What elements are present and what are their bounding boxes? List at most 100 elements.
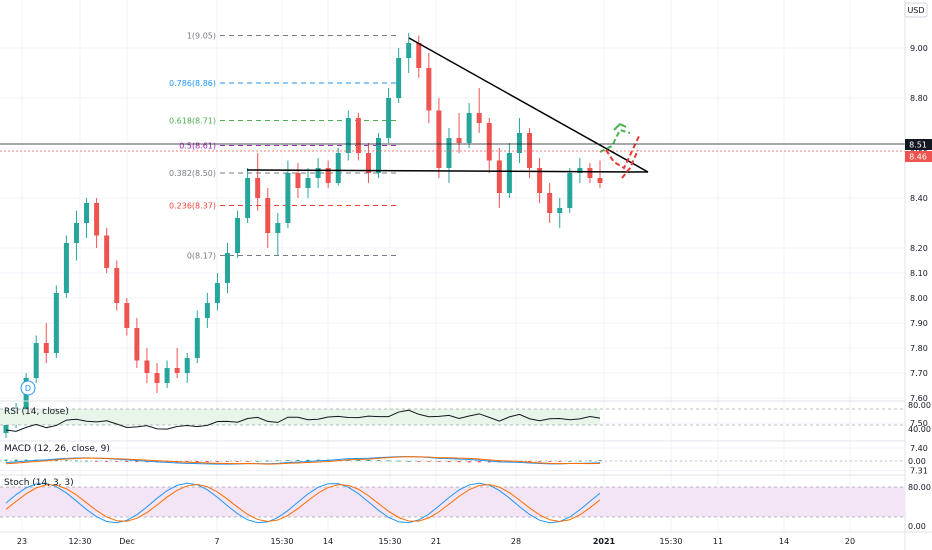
candle-body [335, 153, 341, 183]
time-axis[interactable]: 23 12:30 Dec 7 15:30 14 15:30 21 28 2021 15:30 11 14… [17, 537, 855, 546]
candle-body [104, 235, 110, 268]
macd-tick-0: 0.00 [908, 457, 926, 466]
macd-histogram-bar [125, 461, 129, 462]
macd-histogram-bar [397, 460, 401, 462]
macd-histogram-bar [246, 461, 250, 462]
macd-histogram-bar [477, 461, 481, 463]
time-tick-label: 20 [845, 537, 855, 546]
candle-body [3, 423, 9, 433]
candle-body [527, 133, 533, 168]
macd-histogram-bar [236, 461, 240, 462]
currency-badge[interactable] [904, 2, 928, 18]
macd-histogram-bar [185, 461, 189, 463]
macd-histogram-bar [598, 460, 602, 461]
candle-body [597, 178, 603, 183]
current-price-tag [905, 151, 932, 162]
fib-retracement[interactable]: 1(9.05) 0.786(8.86) 0.618(8.71) 0.5(8.61) 0.… [169, 32, 400, 261]
price-tick-label: 7.50 [910, 419, 928, 428]
macd-histogram-bar [256, 460, 260, 462]
candle-body [184, 358, 190, 373]
macd-histogram-bar [24, 459, 28, 461]
candle-body [33, 343, 39, 378]
candle-body [124, 303, 130, 328]
rsi-pane[interactable]: RSI (14, close) 80.00 40.00 [0, 401, 931, 434]
price-tick-label: 9.00 [910, 44, 928, 53]
candle-body [295, 173, 301, 188]
macd-histogram-bar [548, 461, 552, 462]
time-tick-label: 21 [431, 537, 441, 546]
macd-histogram-bar [366, 459, 370, 461]
candle-body [496, 160, 502, 193]
stoch-k-line [5, 482, 601, 524]
candle-body [315, 168, 321, 178]
price-tick-label: 8.20 [910, 244, 928, 253]
candle-body [265, 198, 271, 233]
fib-level-label: 0.236(8.37) [169, 202, 216, 211]
descending-triangle-drawing[interactable] [246, 37, 649, 173]
price-tick-label: 7.60 [910, 394, 928, 403]
stoch-label: Stoch (14, 3, 3) [4, 478, 74, 488]
candle-body [466, 113, 472, 143]
fib-level-label: 0(8.17) [187, 252, 216, 261]
time-tick-label: 14 [779, 537, 789, 546]
macd-histogram-bar [568, 460, 572, 462]
macd-label: MACD (12, 26, close, 9) [4, 444, 110, 454]
macd-histogram-bar [487, 461, 491, 463]
candle-body [134, 328, 140, 361]
rsi-band [0, 409, 600, 425]
fib-level-label: 1(9.05) [187, 32, 216, 41]
candle-body [84, 203, 90, 223]
dividend-marker-icon[interactable] [20, 380, 36, 396]
candle-body [486, 123, 492, 161]
macd-histogram-bar [74, 460, 78, 462]
stoch-pane[interactable]: Stoch (14, 3, 3) 80.00 0.00 [0, 478, 931, 531]
macd-histogram-bar [558, 461, 562, 462]
macd-histogram-bar [64, 460, 68, 462]
macd-pane[interactable]: MACD (12, 26, close, 9) 0.00 [0, 444, 926, 466]
macd-histogram-bar [377, 460, 381, 461]
candle-body [73, 223, 79, 243]
time-tick-label: 14 [323, 537, 333, 546]
candle-body [144, 360, 150, 373]
candle-body [285, 173, 291, 223]
support-trendline [246, 169, 649, 173]
candle-body [547, 193, 553, 213]
rsi-line [5, 409, 601, 432]
macd-histogram-bar [215, 461, 219, 462]
price-tick-label: 7.31 [910, 467, 928, 476]
macd-histogram-bar [427, 461, 431, 462]
rsi-tick-40: 40.00 [908, 425, 931, 434]
candle-body [214, 283, 220, 303]
candle-body [164, 368, 170, 383]
candle-body [365, 153, 371, 173]
candle-body [476, 113, 482, 123]
candle-body [537, 168, 543, 193]
macd-histogram-bar [95, 461, 99, 462]
macd-histogram-bar [346, 459, 350, 461]
time-tick-label: 12:30 [68, 537, 91, 546]
fib-level-label: 0.5(8.61) [179, 142, 216, 151]
last-price-tag-text: 8.51 [909, 141, 927, 150]
time-tick-label: Dec [119, 537, 134, 546]
macd-histogram-bar [135, 461, 139, 463]
candle-body [325, 168, 331, 183]
candle-body [255, 178, 261, 198]
candle-body [355, 118, 361, 153]
bearish-projection-path-2 [621, 149, 639, 179]
candle-body [516, 133, 522, 153]
candle-body [275, 223, 281, 233]
macd-histogram-bar [306, 459, 310, 461]
candle-body [224, 253, 230, 283]
time-tick-label: 15:30 [270, 537, 293, 546]
macd-histogram-bar [14, 459, 18, 461]
macd-histogram-bar [195, 461, 199, 463]
macd-histogram-bar [578, 460, 582, 462]
macd-histogram-bar [447, 461, 451, 462]
candle-body [235, 218, 241, 253]
candle-body [396, 58, 402, 98]
price-tick-label: 8.80 [910, 94, 928, 103]
macd-histogram-bar [165, 461, 169, 463]
bullish-projection-arrowhead [613, 123, 627, 131]
candle-body [376, 138, 382, 173]
